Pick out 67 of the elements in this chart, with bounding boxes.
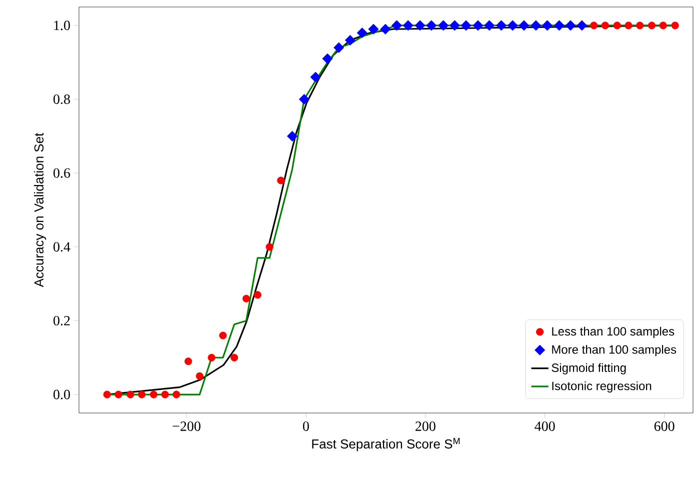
legend-label: Isotonic regression <box>552 381 652 393</box>
y-axis-title: Accuracy on Validation Set <box>34 132 46 288</box>
point <box>242 294 250 302</box>
point <box>356 28 368 38</box>
point <box>402 20 414 31</box>
point <box>150 390 158 398</box>
point <box>518 20 530 31</box>
point <box>184 358 192 366</box>
legend-label: Less than 100 samples <box>552 326 674 338</box>
point <box>671 22 679 30</box>
x-tick-label: 0 <box>303 422 309 431</box>
y-tick-label: 0.6 <box>54 168 70 178</box>
y-tick-label: 0.0 <box>54 390 70 400</box>
point <box>254 291 262 299</box>
point <box>590 22 598 30</box>
point <box>286 130 298 142</box>
y-tick-label: 0.8 <box>54 94 70 104</box>
point <box>172 390 180 398</box>
point <box>219 332 227 340</box>
point <box>334 42 344 53</box>
point <box>554 20 564 31</box>
point <box>230 354 238 362</box>
point <box>613 22 621 30</box>
x-tick-label: 400 <box>534 422 555 431</box>
point <box>530 20 542 31</box>
point <box>460 20 472 31</box>
point <box>496 20 507 31</box>
point <box>277 176 285 184</box>
point <box>344 34 356 46</box>
point <box>266 243 274 251</box>
point <box>542 20 553 31</box>
point <box>208 354 216 362</box>
x-tick-label: 200 <box>416 422 436 431</box>
point <box>138 390 146 398</box>
legend-label: Sigmoid fitting <box>552 363 626 374</box>
point <box>507 20 518 31</box>
point <box>449 20 460 31</box>
point <box>636 22 644 30</box>
point <box>426 20 437 31</box>
point <box>114 390 122 398</box>
point <box>196 372 204 380</box>
point <box>624 22 632 30</box>
x-tick-label: −200 <box>172 422 200 431</box>
point <box>161 390 169 398</box>
legend-label: More than 100 samples <box>552 344 676 356</box>
point <box>126 390 134 398</box>
point <box>380 24 391 34</box>
x-tick-label: 600 <box>654 422 674 431</box>
point <box>414 20 426 31</box>
point <box>103 390 111 398</box>
y-tick-label: 0.2 <box>54 316 70 326</box>
point <box>565 20 576 31</box>
point <box>391 20 402 31</box>
point <box>438 20 449 31</box>
y-tick-label: 1.0 <box>54 20 70 30</box>
point <box>368 24 379 34</box>
x-axis-title: Fast Separation Score S$^{M}$ <box>312 438 460 452</box>
point <box>310 72 321 82</box>
point <box>484 20 495 31</box>
point <box>298 94 310 105</box>
y-tick-label: 0.4 <box>54 242 70 252</box>
point <box>659 22 667 30</box>
point <box>648 22 656 30</box>
point <box>472 20 484 31</box>
point <box>322 53 333 64</box>
point <box>601 22 609 30</box>
point <box>576 20 588 31</box>
